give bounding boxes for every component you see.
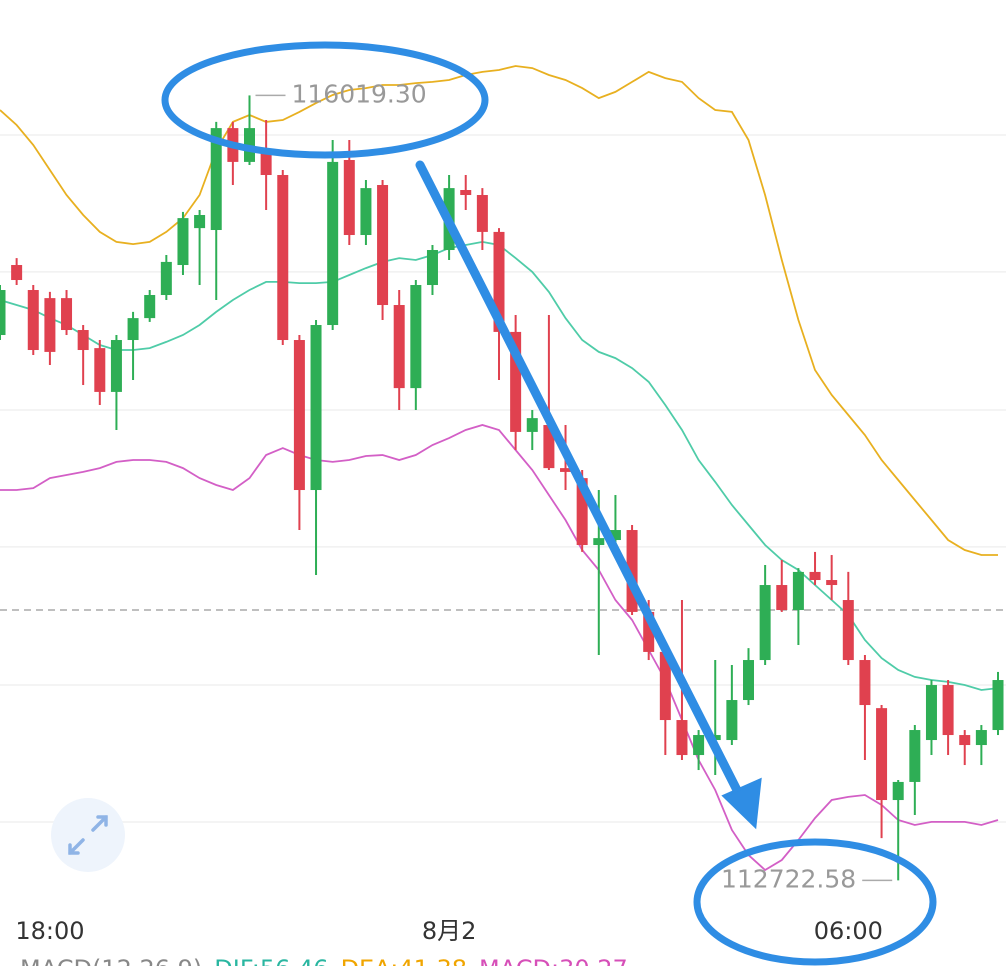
annotation-drawing: [161, 41, 937, 966]
candle-body: [676, 720, 688, 756]
candle-body: [410, 285, 422, 389]
bands: [0, 65, 999, 872]
candle-body: [743, 660, 754, 701]
candle-body: [11, 265, 23, 281]
candle-body: [809, 571, 821, 581]
candle-body: [244, 128, 255, 162]
candle-body: [726, 700, 738, 741]
extreme-label: 112722.58: [721, 864, 856, 893]
candle-body: [992, 680, 1004, 731]
x-tick-label: 18:00: [15, 917, 84, 945]
candle-body: [210, 128, 222, 231]
arrow-head: [721, 777, 762, 830]
candle-body: [892, 781, 904, 801]
candle-body: [776, 585, 788, 611]
candle-body: [626, 530, 638, 612]
candle-body: [460, 190, 472, 196]
indicator-value: DIF:56.46: [214, 955, 328, 966]
candle-body: [426, 250, 438, 286]
candle-body: [360, 188, 372, 236]
trend-arrow: [415, 160, 747, 805]
candle-body: [659, 651, 671, 721]
candle-body: [0, 290, 6, 336]
candle-body: [526, 418, 538, 432]
candle-body: [310, 325, 322, 491]
candle-body: [609, 530, 621, 541]
band-line: [0, 424, 999, 872]
candle-body: [44, 298, 56, 352]
candle-body: [110, 340, 122, 392]
expand-icon[interactable]: [68, 815, 108, 855]
candle-body: [909, 730, 921, 782]
candles: [0, 95, 1004, 881]
labels: 18:00 8月2 06:00 116019.30 112722.58 MACD(12,2…: [15, 79, 893, 966]
highlight-ellipse: [693, 838, 937, 966]
candle-body: [826, 580, 838, 586]
candle-body: [160, 261, 172, 296]
candle-body: [77, 330, 89, 351]
candle-body: [144, 295, 156, 319]
candle-body: [393, 305, 405, 389]
candle-body: [510, 331, 522, 432]
candle-body: [759, 585, 771, 661]
expand-button[interactable]: [51, 798, 125, 872]
candle-body: [543, 425, 555, 469]
candle-body: [177, 218, 189, 266]
candle-body: [942, 685, 954, 736]
candle-body: [693, 735, 705, 756]
indicator-value: MACD:30.27: [479, 955, 628, 966]
extreme-label: 116019.30: [292, 79, 427, 108]
candle-body: [61, 298, 73, 331]
x-tick-label: 06:00: [814, 917, 883, 945]
candle-body: [493, 231, 505, 332]
candle-body: [959, 735, 971, 746]
candle-body: [792, 571, 804, 611]
candle-body: [560, 468, 572, 472]
candle-body: [277, 175, 289, 341]
expand-button-bg[interactable]: [51, 798, 125, 872]
candle-body: [194, 215, 206, 229]
x-tick-label: 8月2: [422, 917, 477, 945]
band-line: [0, 65, 998, 556]
candle-body: [593, 538, 605, 546]
candle-body: [377, 185, 389, 306]
candle-body: [127, 318, 139, 341]
indicator-line: MACD(12,26,9) DIF:56.46 DEA:41.38 MACD:30.2…: [20, 955, 628, 966]
candle-body: [576, 478, 588, 546]
indicator-value: MACD(12,26,9): [20, 955, 202, 966]
indicator-value: DEA:41.38: [341, 955, 467, 966]
candle-body: [327, 161, 339, 326]
candle-body: [94, 348, 106, 392]
candle-body: [859, 660, 871, 706]
candle-body: [27, 290, 39, 351]
candle-body: [343, 160, 355, 236]
candle-body: [260, 150, 272, 176]
candle-body: [842, 600, 854, 661]
highlight-ellipse: [161, 41, 489, 159]
candle-body: [476, 195, 488, 232]
candle-body: [643, 611, 655, 652]
candle-body: [293, 340, 305, 491]
candle-body: [876, 708, 888, 801]
candle-body: [925, 685, 937, 741]
candle-body: [975, 730, 987, 746]
